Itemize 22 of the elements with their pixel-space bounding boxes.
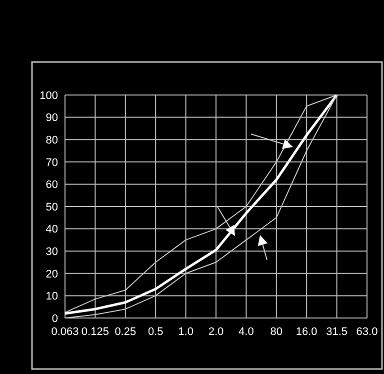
y-tick-label: 90 — [46, 112, 58, 124]
y-tick-label: 50 — [46, 201, 58, 214]
x-tick-label: 0.5 — [148, 326, 164, 338]
y-tick-label: 80 — [46, 134, 58, 146]
x-tick-label: 4.0 — [238, 326, 254, 338]
x-tick-label: 63.0 — [356, 326, 378, 338]
y-tick-label: 100 — [40, 90, 58, 102]
y-tick-label: 40 — [46, 224, 58, 236]
y-tick-label: 60 — [46, 179, 58, 192]
x-tick-label: 31.5 — [326, 326, 348, 338]
x-tick-label: 0.125 — [81, 326, 109, 338]
x-tick-label: 16.0 — [296, 326, 318, 338]
x-tick-label: 0.25 — [114, 326, 136, 338]
x-tick-label: 80 — [270, 326, 283, 338]
y-tick-label: 0 — [52, 312, 58, 325]
y-tick-label: 10 — [46, 290, 58, 303]
y-tick-label: 30 — [46, 246, 58, 258]
y-tick-label: 20 — [46, 268, 58, 280]
x-tick-label: 2.0 — [208, 326, 224, 338]
x-tick-label: 1.0 — [178, 326, 194, 338]
y-tick-label: 70 — [46, 156, 58, 169]
x-tick-label: 0.063 — [51, 326, 79, 338]
